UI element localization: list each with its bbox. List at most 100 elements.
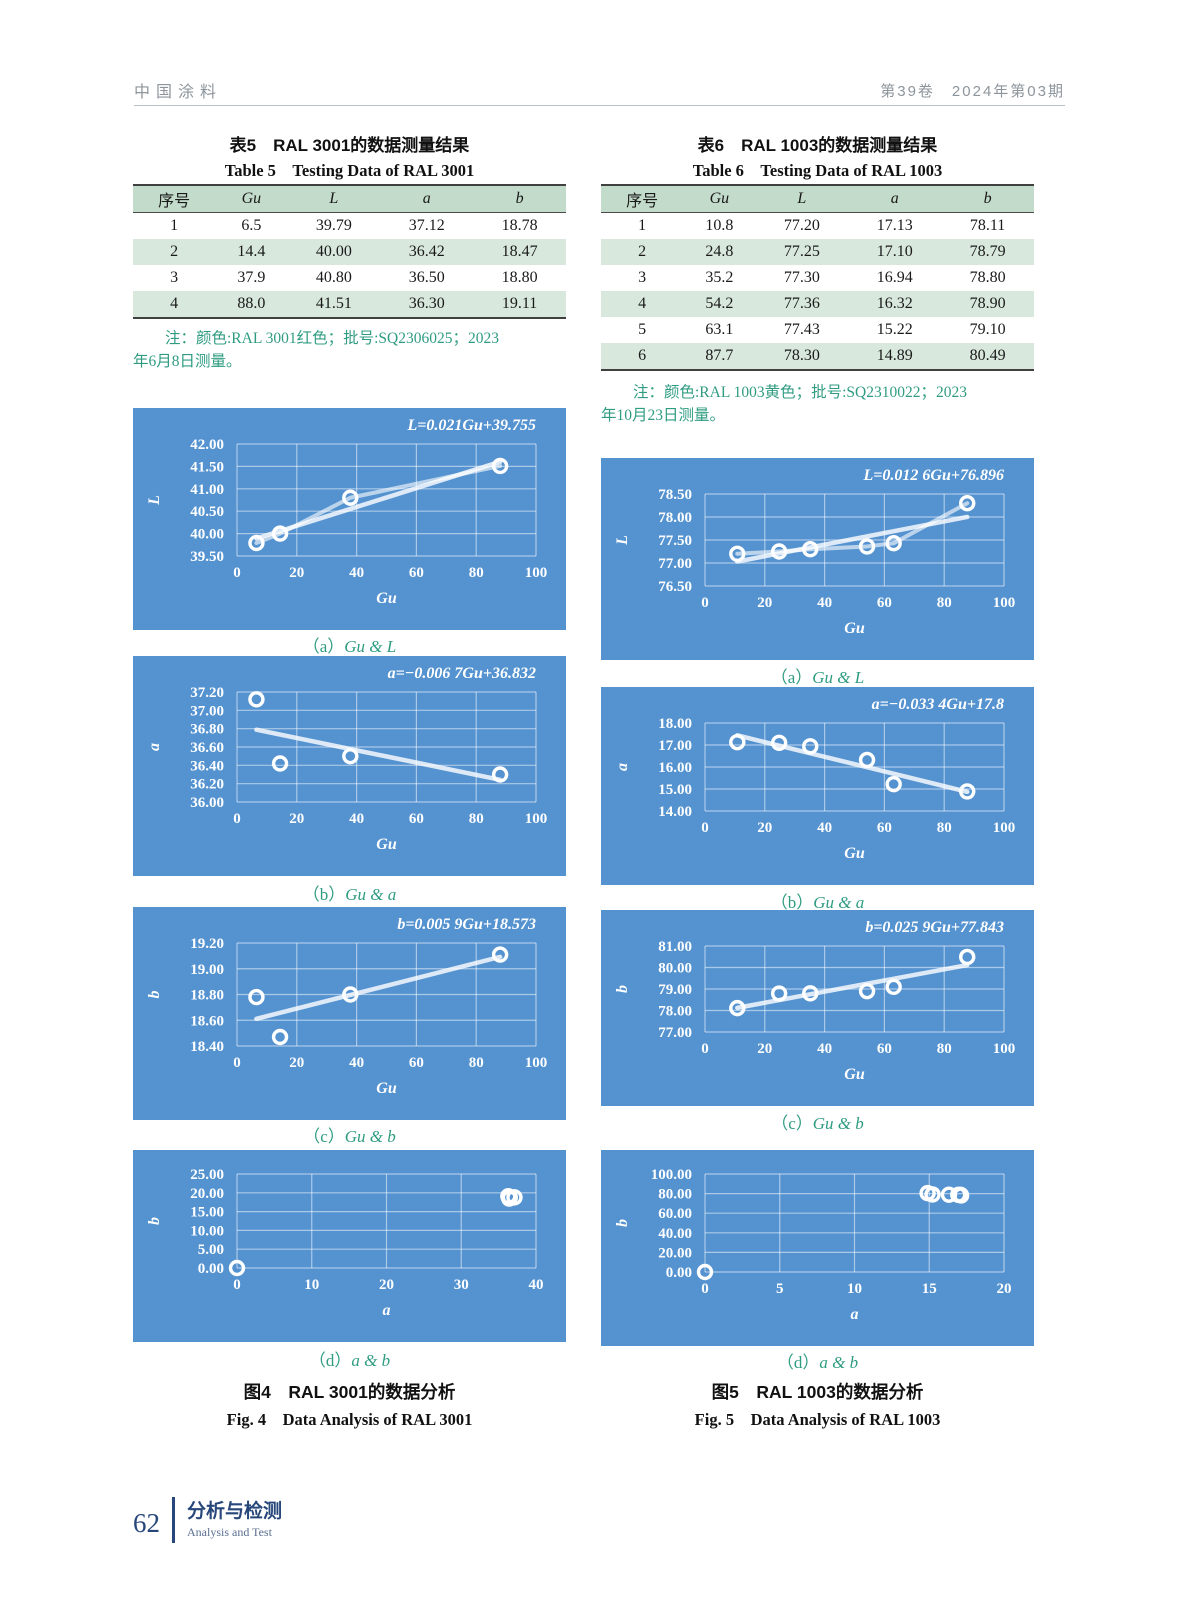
table6-title-cn: 表6 RAL 1003的数据测量结果 bbox=[697, 136, 938, 155]
svg-text:0: 0 bbox=[233, 1277, 241, 1293]
table-cell: 77.20 bbox=[783, 217, 820, 234]
x-axis-label: Gu bbox=[844, 1066, 865, 1083]
svg-text:0.00: 0.00 bbox=[666, 1265, 692, 1281]
data-points bbox=[228, 1187, 523, 1277]
svg-text:40: 40 bbox=[817, 1041, 832, 1057]
svg-text:0: 0 bbox=[233, 1055, 241, 1071]
table5-title-en: Table 5 Testing Data of RAL 3001 bbox=[224, 161, 475, 180]
svg-text:20: 20 bbox=[757, 1041, 772, 1057]
fig4a-caption-prefix: （a） bbox=[302, 637, 345, 656]
x-tick-labels: 0 20 40 60 80 100 bbox=[701, 595, 1015, 611]
data-points bbox=[248, 691, 509, 783]
fig5d-caption-prefix: （d） bbox=[776, 1353, 820, 1372]
y-axis-label: a bbox=[614, 763, 631, 771]
svg-text:19.20: 19.20 bbox=[190, 936, 224, 952]
grid-lines bbox=[236, 691, 537, 803]
x-axis-label: Gu bbox=[376, 836, 397, 853]
fig4b-caption: （b）Gu & a bbox=[133, 880, 566, 905]
svg-text:17.00: 17.00 bbox=[658, 738, 692, 754]
svg-text:20: 20 bbox=[289, 565, 304, 581]
svg-text:40: 40 bbox=[349, 1055, 364, 1071]
table-cell: 17.13 bbox=[876, 217, 913, 234]
table-header-cell: a bbox=[890, 190, 899, 207]
svg-text:16.00: 16.00 bbox=[658, 760, 692, 776]
table-row: 4 54.2 77.36 16.32 78.90 bbox=[601, 291, 1034, 317]
svg-text:10: 10 bbox=[304, 1277, 319, 1293]
x-tick-labels: 0 20 40 60 80 100 bbox=[701, 820, 1015, 836]
trend-line bbox=[735, 962, 970, 1011]
table-cell: 78.79 bbox=[969, 243, 1006, 260]
trend-line bbox=[254, 954, 503, 1022]
svg-text:100.00: 100.00 bbox=[651, 1167, 692, 1183]
data-points bbox=[248, 457, 509, 552]
data-points bbox=[696, 1184, 970, 1281]
table-cell: 35.2 bbox=[705, 269, 734, 286]
svg-text:25.00: 25.00 bbox=[190, 1167, 224, 1183]
table5-note-line2: 年6月8日测量。 bbox=[133, 353, 242, 370]
svg-text:0: 0 bbox=[701, 1041, 709, 1057]
table-cell: 18.47 bbox=[501, 243, 538, 260]
fig4d-caption-prefix: （d） bbox=[308, 1351, 352, 1370]
svg-text:18.00: 18.00 bbox=[658, 716, 692, 732]
table-cell: 77.36 bbox=[783, 295, 820, 312]
table-cell: 77.43 bbox=[783, 321, 820, 338]
table-cell: 10.8 bbox=[705, 217, 734, 234]
svg-text:80: 80 bbox=[469, 811, 484, 827]
x-tick-labels: 0 20 40 60 80 100 bbox=[233, 811, 547, 827]
svg-text:20: 20 bbox=[757, 820, 772, 836]
y-axis-label: b bbox=[614, 985, 631, 993]
table-cell: 79.10 bbox=[969, 321, 1006, 338]
table-header-cell: a bbox=[422, 190, 431, 207]
fig5c-caption: （c）Gu & b bbox=[601, 1109, 1034, 1134]
fig4b-caption-prefix: （b） bbox=[302, 885, 346, 904]
fig5d-caption-label: a & b bbox=[819, 1353, 859, 1372]
svg-text:18.40: 18.40 bbox=[190, 1039, 224, 1055]
fig5c-caption-label: Gu & b bbox=[812, 1114, 864, 1133]
table-header-cell: 序号 bbox=[158, 193, 191, 210]
footer-divider bbox=[172, 1497, 175, 1543]
fig4c-chart-gu-b: 0 20 40 60 80 100 18.40 18.60 18.80 19.00 19.20 Gu b… bbox=[133, 907, 566, 1120]
svg-text:14.00: 14.00 bbox=[658, 804, 692, 820]
table-row: 3 37.9 40.80 36.50 18.80 bbox=[133, 265, 566, 291]
fig5a-caption-prefix: （a） bbox=[770, 668, 813, 687]
table-row: 3 35.2 77.30 16.94 78.80 bbox=[601, 265, 1034, 291]
data-line bbox=[254, 463, 503, 546]
table-cell: 4 bbox=[170, 295, 179, 312]
chart-canvas: 0 5 10 15 20 0.00 20.00 40.00 60.00 80.00 100.00 a b bbox=[614, 1167, 1012, 1323]
fig4b-chart-gu-a: 0 20 40 60 80 100 36.00 36.20 36.40 36.60 36.80 37.… bbox=[133, 656, 566, 876]
svg-text:20: 20 bbox=[289, 811, 304, 827]
y-tick-labels: 76.50 77.00 77.50 78.00 78.50 bbox=[658, 487, 692, 595]
x-tick-labels: 0 20 40 60 80 100 bbox=[701, 1041, 1015, 1057]
table-cell: 24.8 bbox=[705, 243, 734, 260]
svg-text:80: 80 bbox=[937, 595, 952, 611]
table-cell: 78.90 bbox=[969, 295, 1006, 312]
y-axis-label: b bbox=[146, 1217, 163, 1225]
y-axis-label: L bbox=[614, 535, 631, 546]
table-cell: 5 bbox=[638, 321, 647, 338]
svg-text:40: 40 bbox=[817, 595, 832, 611]
fig5a-chart-gu-l: 0 20 40 60 80 100 76.50 77.00 77.50 78.00 78.50 Gu L… bbox=[601, 458, 1034, 660]
svg-text:40.50: 40.50 bbox=[190, 504, 224, 520]
svg-text:100: 100 bbox=[993, 820, 1016, 836]
svg-text:20.00: 20.00 bbox=[190, 1186, 224, 1202]
svg-text:60: 60 bbox=[877, 820, 892, 836]
chart-canvas: 0 20 40 60 80 100 18.40 18.60 18.80 19.00 19.20 Gu b… bbox=[146, 916, 547, 1097]
svg-text:5.00: 5.00 bbox=[198, 1242, 224, 1258]
svg-text:0: 0 bbox=[233, 565, 241, 581]
table-cell: 15.22 bbox=[876, 321, 913, 338]
chart-canvas: 0 20 40 60 80 100 39.50 40.00 40.50 41.00 41.50 42.… bbox=[146, 417, 547, 607]
table-cell: 36.50 bbox=[408, 269, 445, 286]
equation-label: a=−0.033 4Gu+17.8 bbox=[872, 696, 1004, 713]
table-header-cell: 序号 bbox=[626, 193, 659, 210]
data-points bbox=[729, 495, 976, 563]
page-footer: 62 分析与检测 Analysis and Test bbox=[133, 1497, 282, 1543]
svg-text:80: 80 bbox=[469, 565, 484, 581]
table-cell: 78.80 bbox=[969, 269, 1006, 286]
table-cell: 36.30 bbox=[408, 295, 445, 312]
svg-text:40.00: 40.00 bbox=[190, 527, 224, 543]
svg-text:36.00: 36.00 bbox=[190, 795, 224, 811]
table-cell: 1 bbox=[638, 217, 647, 234]
fig4b-caption-label: Gu & a bbox=[345, 885, 397, 904]
